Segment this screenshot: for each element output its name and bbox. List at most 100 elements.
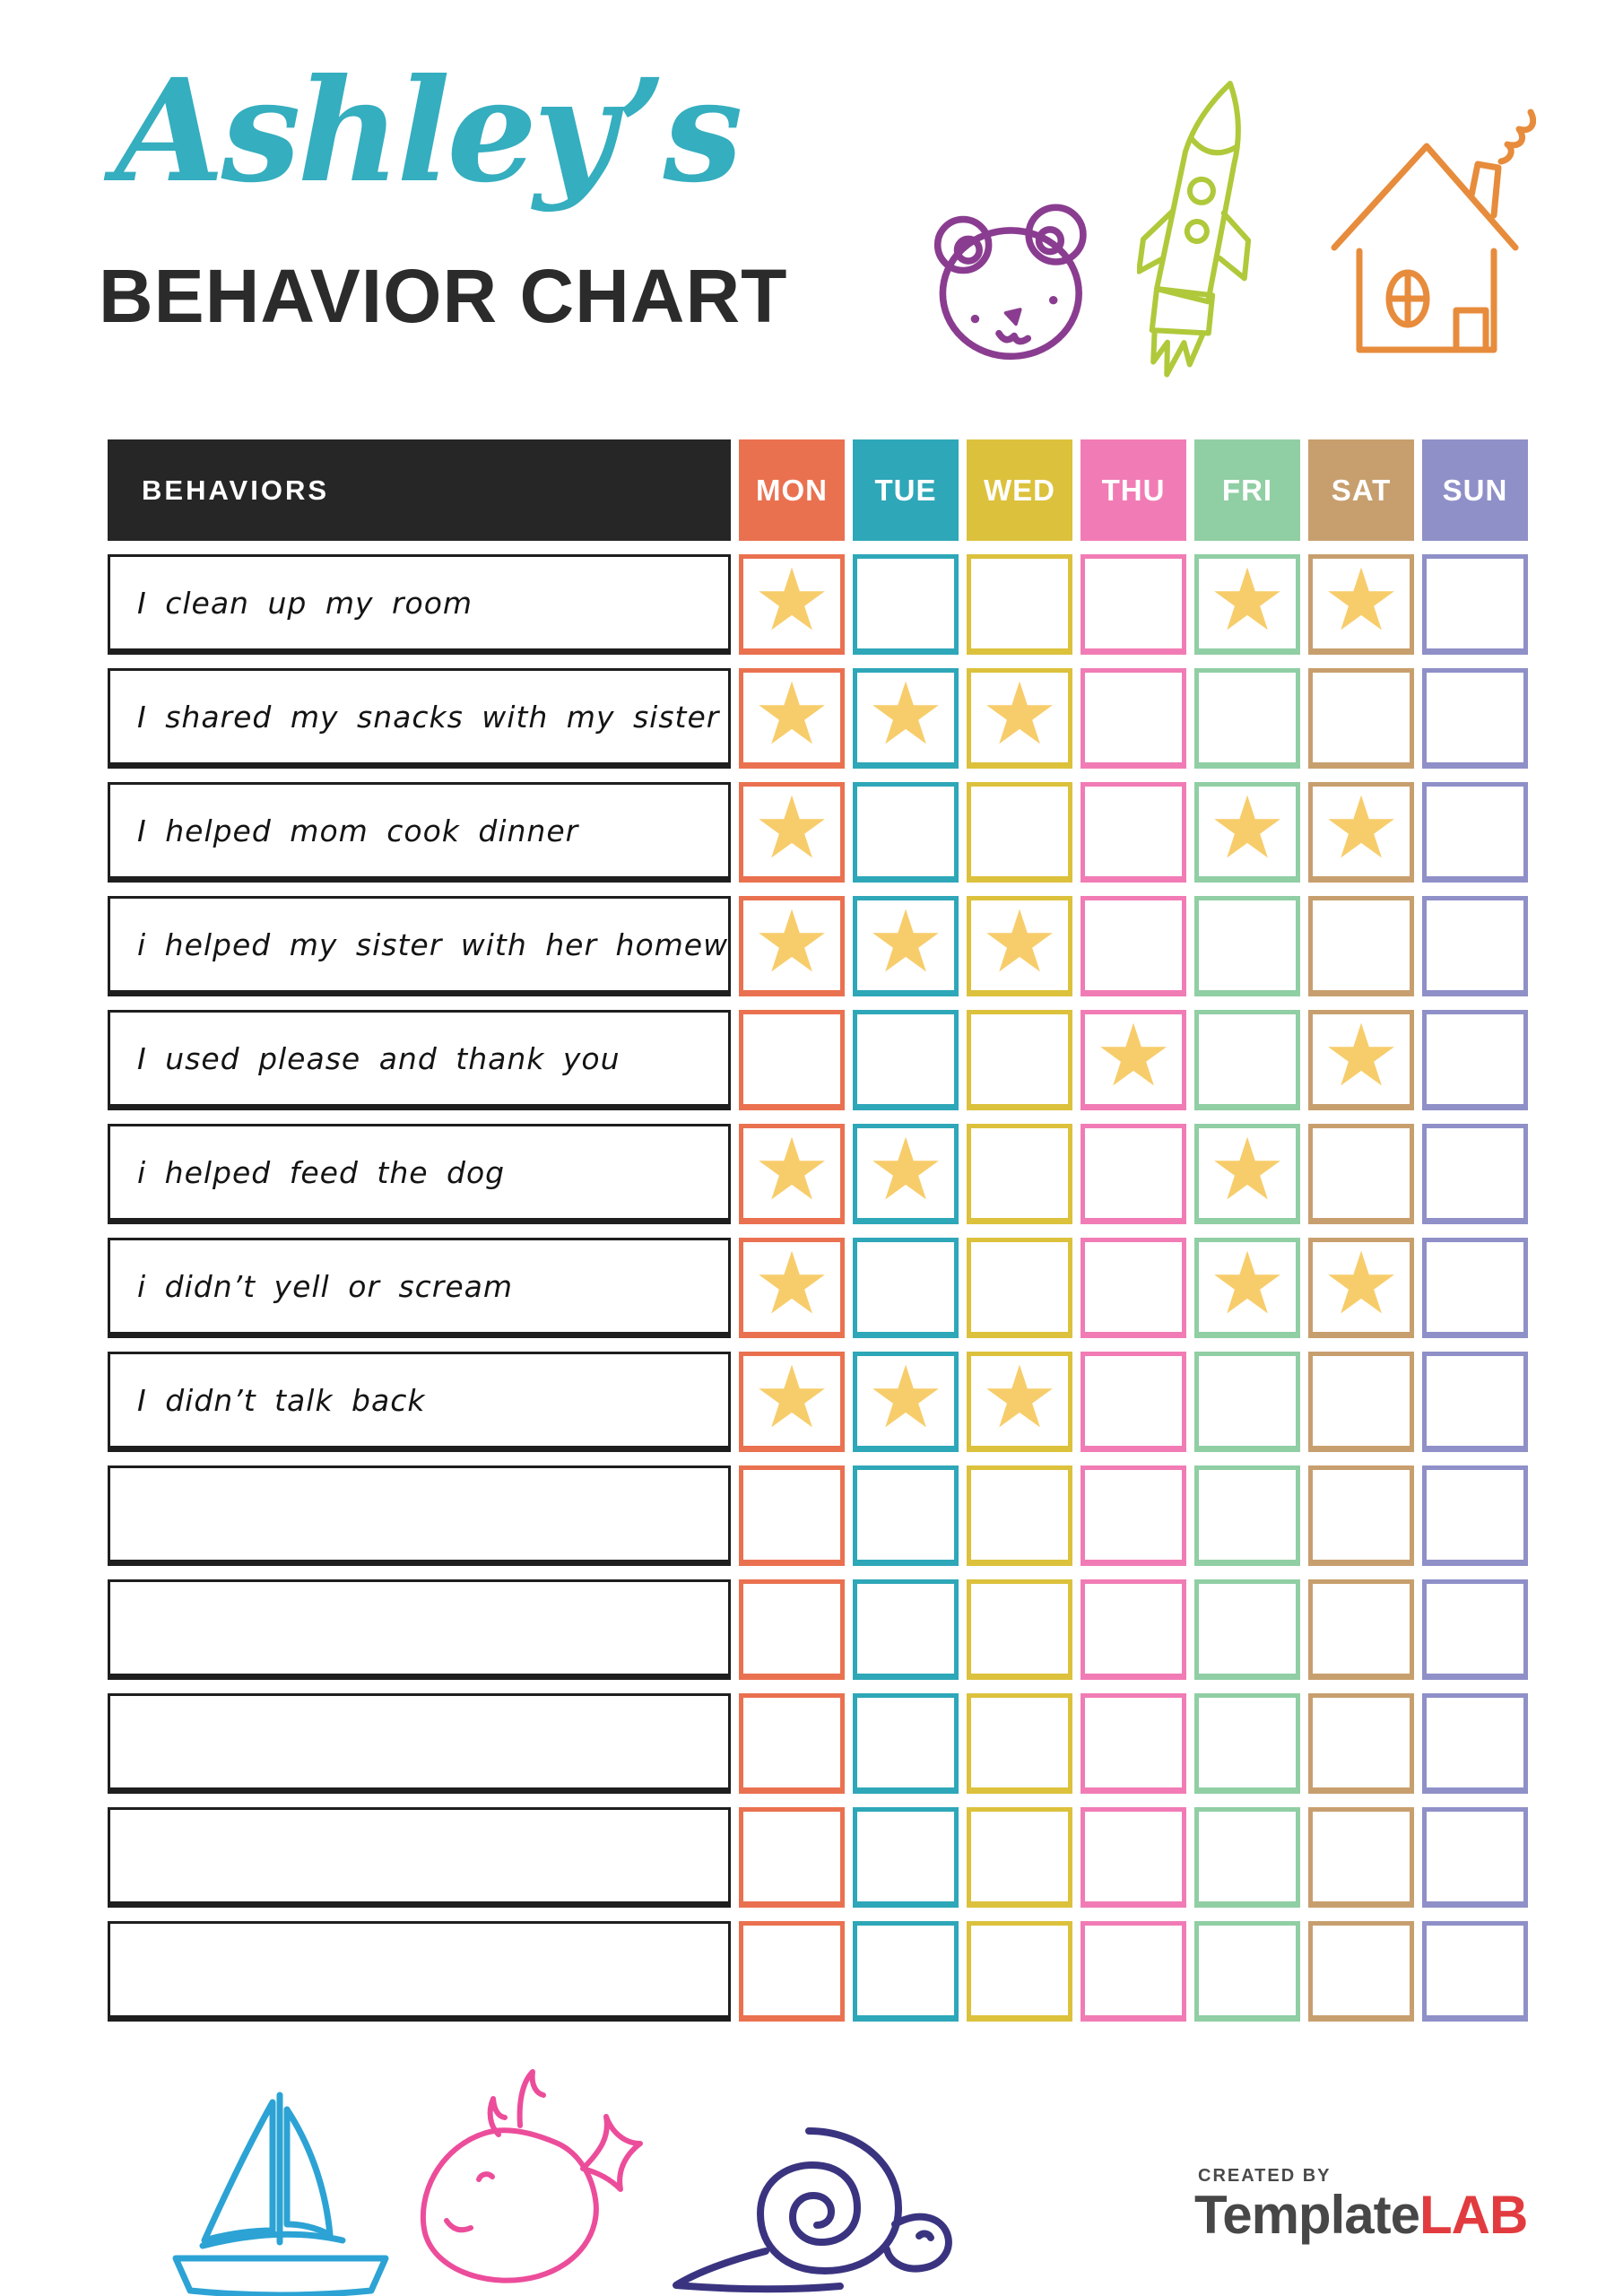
star-icon: ★ — [752, 1233, 831, 1334]
star-cell-sat-row-5: ★ — [1308, 1010, 1414, 1110]
star-cell-wed-row-4: ★ — [967, 896, 1072, 996]
star-cell-mon-row-2: ★ — [739, 668, 845, 769]
star-cell-fri-row-7: ★ — [1194, 1238, 1300, 1338]
day-header-sat: SAT — [1308, 439, 1414, 541]
behavior-label-row-1: I clean up my room — [108, 554, 731, 655]
star-icon: ★ — [1322, 1005, 1401, 1106]
child-name-title: Ashley’s — [115, 48, 743, 214]
star-cell-sat-row-3: ★ — [1308, 782, 1414, 883]
star-cell-mon-row-12 — [739, 1807, 845, 1908]
behavior-label-row-12 — [108, 1807, 731, 1908]
star-cell-fri-row-2 — [1194, 668, 1300, 769]
star-cell-sat-row-1: ★ — [1308, 554, 1414, 655]
behavior-label-row-2: I shared my snacks with my sister — [108, 668, 731, 769]
behavior-label-row-10 — [108, 1579, 731, 1680]
star-icon: ★ — [752, 550, 831, 650]
star-cell-mon-row-7: ★ — [739, 1238, 845, 1338]
star-icon: ★ — [752, 778, 831, 878]
star-cell-thu-row-4 — [1081, 896, 1186, 996]
behavior-label-row-8: I didn’t talk back — [108, 1352, 731, 1452]
star-icon: ★ — [1208, 1119, 1287, 1220]
star-cell-sun-row-5 — [1422, 1010, 1528, 1110]
star-cell-fri-row-6: ★ — [1194, 1124, 1300, 1224]
behaviors-column-header: BEHAVIORS — [108, 439, 731, 541]
star-cell-thu-row-7 — [1081, 1238, 1186, 1338]
star-cell-sat-row-2 — [1308, 668, 1414, 769]
star-cell-mon-row-10 — [739, 1579, 845, 1680]
star-cell-mon-row-1: ★ — [739, 554, 845, 655]
star-cell-wed-row-5 — [967, 1010, 1072, 1110]
star-cell-fri-row-3: ★ — [1194, 782, 1300, 883]
behavior-label-row-5: I used please and thank you — [108, 1010, 731, 1110]
star-icon: ★ — [980, 1347, 1059, 1448]
star-cell-sun-row-10 — [1422, 1579, 1528, 1680]
star-cell-tue-row-1 — [853, 554, 959, 655]
star-cell-tue-row-3 — [853, 782, 959, 883]
behavior-table: BEHAVIORS MON TUE WED THU FRI SAT SUN I clean up… — [108, 439, 1528, 2022]
star-cell-sun-row-9 — [1422, 1465, 1528, 1566]
day-header-sun: SUN — [1422, 439, 1528, 541]
sailboat-icon — [136, 2083, 423, 2296]
behavior-label-row-13 — [108, 1921, 731, 2022]
star-cell-wed-row-12 — [967, 1807, 1072, 1908]
star-cell-sat-row-9 — [1308, 1465, 1414, 1566]
star-cell-mon-row-5 — [739, 1010, 845, 1110]
star-cell-mon-row-3: ★ — [739, 782, 845, 883]
star-cell-wed-row-1 — [967, 554, 1072, 655]
behavior-label-row-7: i didn’t yell or scream — [108, 1238, 731, 1338]
day-header-mon: MON — [739, 439, 845, 541]
star-cell-thu-row-13 — [1081, 1921, 1186, 2022]
star-cell-mon-row-9 — [739, 1465, 845, 1566]
star-cell-fri-row-10 — [1194, 1579, 1300, 1680]
star-cell-mon-row-6: ★ — [739, 1124, 845, 1224]
day-header-tue: TUE — [853, 439, 959, 541]
star-cell-fri-row-4 — [1194, 896, 1300, 996]
star-cell-sat-row-12 — [1308, 1807, 1414, 1908]
star-cell-tue-row-8: ★ — [853, 1352, 959, 1452]
page-title: BEHAVIOR CHART — [99, 254, 788, 338]
behavior-label-row-9 — [108, 1465, 731, 1566]
star-cell-sun-row-4 — [1422, 896, 1528, 996]
star-cell-thu-row-9 — [1081, 1465, 1186, 1566]
star-icon: ★ — [866, 891, 945, 992]
star-cell-sun-row-11 — [1422, 1693, 1528, 1794]
star-cell-sun-row-13 — [1422, 1921, 1528, 2022]
snail-icon — [656, 2118, 970, 2296]
star-cell-tue-row-5 — [853, 1010, 959, 1110]
star-cell-mon-row-13 — [739, 1921, 845, 2022]
star-cell-tue-row-10 — [853, 1579, 959, 1680]
star-cell-tue-row-4: ★ — [853, 896, 959, 996]
star-cell-sun-row-7 — [1422, 1238, 1528, 1338]
star-cell-sat-row-10 — [1308, 1579, 1414, 1680]
star-cell-wed-row-13 — [967, 1921, 1072, 2022]
star-cell-sun-row-12 — [1422, 1807, 1528, 1908]
star-cell-tue-row-12 — [853, 1807, 959, 1908]
star-cell-mon-row-11 — [739, 1693, 845, 1794]
star-cell-wed-row-10 — [967, 1579, 1072, 1680]
star-icon: ★ — [1322, 1233, 1401, 1334]
star-icon: ★ — [1322, 550, 1401, 650]
star-cell-thu-row-12 — [1081, 1807, 1186, 1908]
star-icon: ★ — [866, 1347, 945, 1448]
star-cell-fri-row-1: ★ — [1194, 554, 1300, 655]
star-cell-wed-row-11 — [967, 1693, 1072, 1794]
star-icon: ★ — [980, 891, 1059, 992]
rocket-icon — [1137, 79, 1307, 397]
star-icon: ★ — [1208, 778, 1287, 878]
star-icon: ★ — [752, 664, 831, 764]
star-cell-fri-row-12 — [1194, 1807, 1300, 1908]
star-cell-wed-row-9 — [967, 1465, 1072, 1566]
star-cell-tue-row-2: ★ — [853, 668, 959, 769]
day-header-wed: WED — [967, 439, 1072, 541]
star-icon: ★ — [980, 664, 1059, 764]
brand-logo: CREATED BY TemplateLAB — [1194, 2166, 1528, 2243]
star-cell-sun-row-2 — [1422, 668, 1528, 769]
star-cell-fri-row-9 — [1194, 1465, 1300, 1566]
house-icon — [1325, 97, 1536, 361]
star-cell-thu-row-3 — [1081, 782, 1186, 883]
star-cell-mon-row-4: ★ — [739, 896, 845, 996]
star-icon: ★ — [1322, 778, 1401, 878]
star-icon: ★ — [752, 1119, 831, 1220]
behavior-label-row-3: I helped mom cook dinner — [108, 782, 731, 883]
